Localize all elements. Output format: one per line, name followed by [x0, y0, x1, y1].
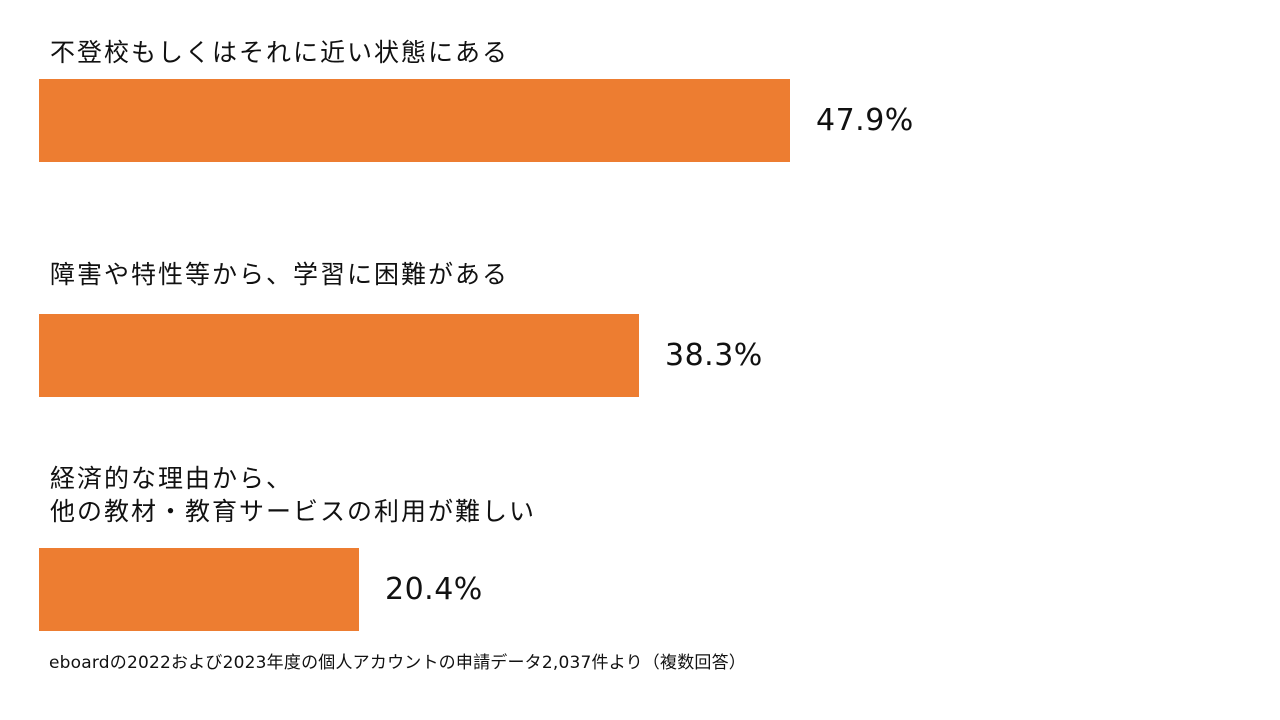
category-label: 障害や特性等から、学習に困難がある	[50, 260, 510, 289]
bar	[39, 548, 359, 631]
value-label: 47.9%	[816, 102, 914, 138]
footnote: eboardの2022および2023年度の個人アカウントの申請データ2,037件…	[49, 653, 747, 673]
bar	[39, 314, 639, 397]
value-label: 20.4%	[385, 571, 483, 607]
value-label: 38.3%	[665, 337, 763, 373]
category-label: 不登校もしくはそれに近い状態にある	[50, 38, 510, 67]
category-label: 経済的な理由から、 他の教材・教育サービスの利用が難しい	[50, 464, 537, 526]
bar	[39, 79, 790, 162]
